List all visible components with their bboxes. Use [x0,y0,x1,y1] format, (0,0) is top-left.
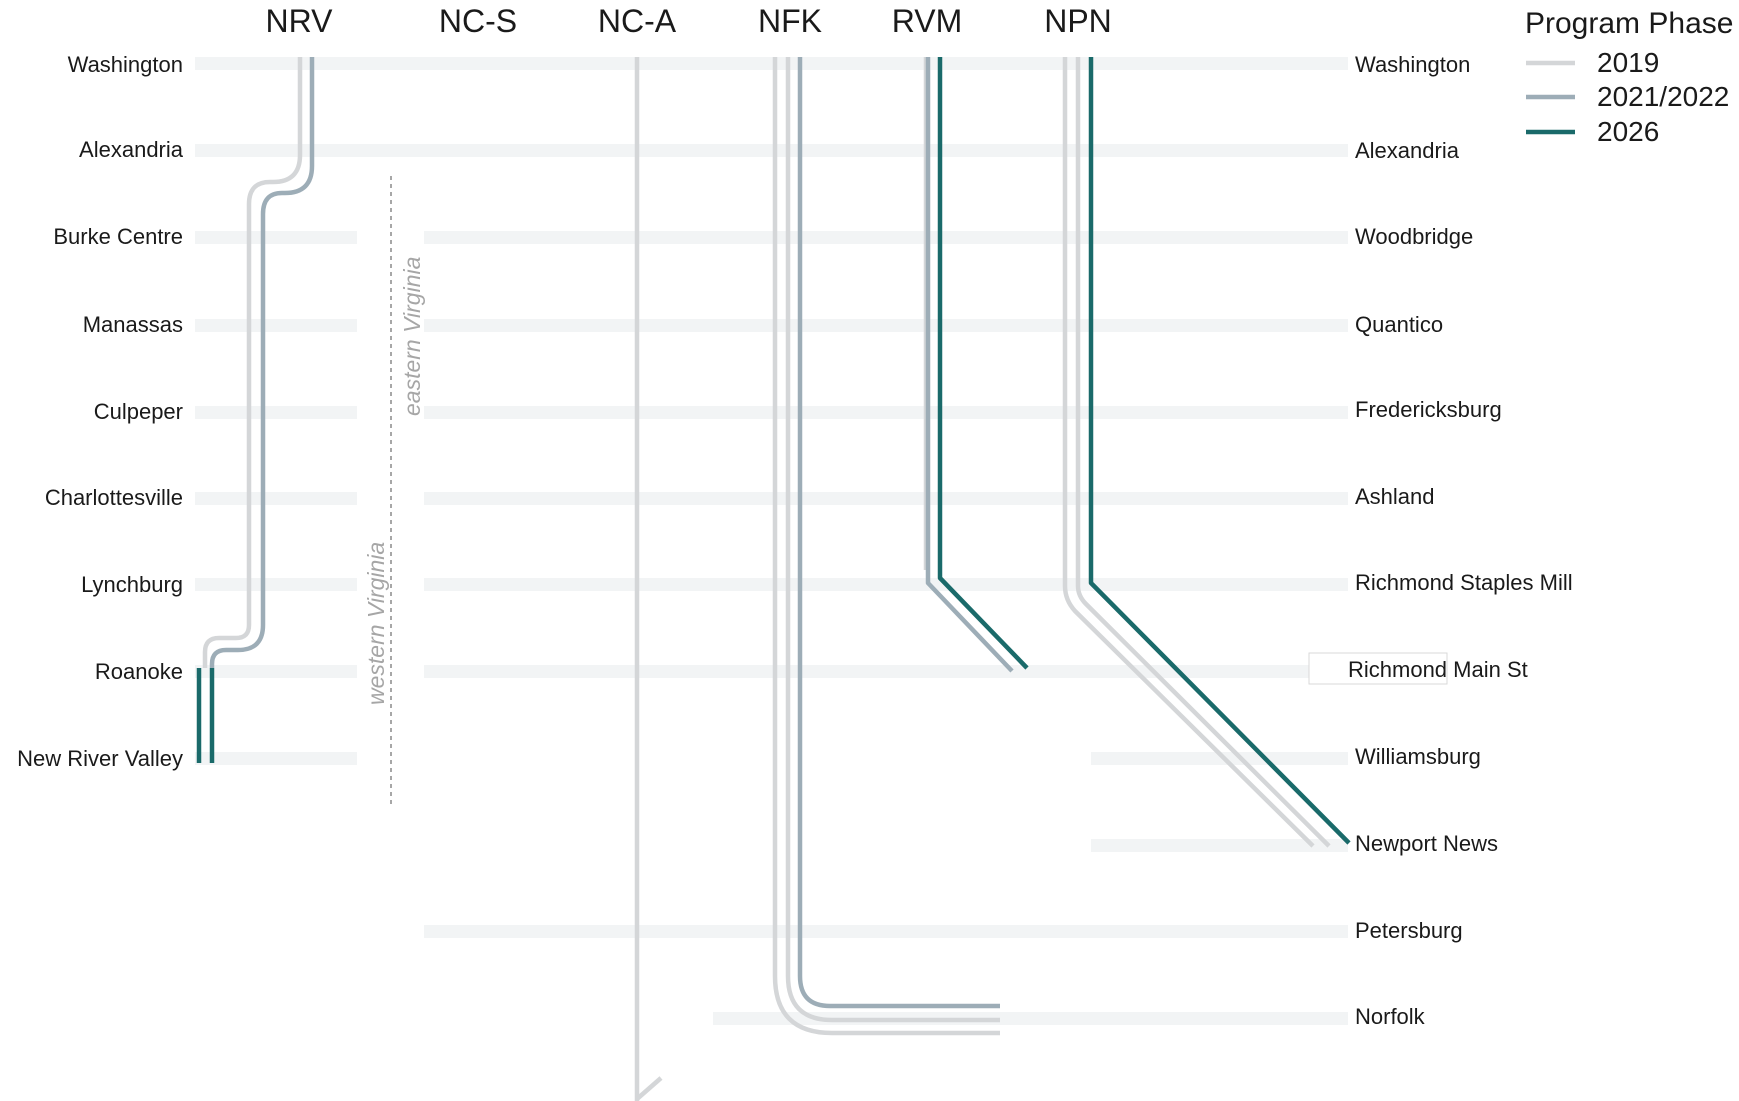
station-left-label: Charlottesville [45,485,183,510]
route-nfk-lines [772,57,1000,1036]
nca-tail-2019 [635,1076,663,1101]
band-charlottesville [195,492,357,505]
nfk-line-2021 [797,57,1000,1009]
route-rvm-lines [923,57,1029,673]
legend-label: 2019 [1597,47,1659,78]
legend-label: 2026 [1597,116,1659,147]
station-left-label: Manassas [83,312,183,337]
station-bands [195,57,1348,1025]
station-left-label: Culpeper [94,399,183,424]
station-labels-left: Washington Alexandria Burke Centre Manas… [17,52,184,771]
band-new-river-valley [195,752,357,765]
band-alexandria [195,144,1348,157]
rvm-line-2021 [925,57,1014,673]
legend: Program Phase 2019 2021/2022 2026 [1525,7,1733,147]
band-richmond-staples-mill [424,578,1348,591]
route-nca-lines [634,57,663,1101]
nrv-line-2021 [209,57,315,668]
station-right-label: Quantico [1355,312,1443,337]
band-culpeper [195,406,357,419]
route-label-ncs: NC-S [439,3,517,39]
route-label-nfk: NFK [758,3,822,39]
npn-line-2026 [1088,57,1351,845]
band-petersburg [424,925,1348,938]
band-fredericksburg [424,406,1348,419]
station-right-label: Washington [1355,52,1470,77]
band-manassas [195,319,357,332]
band-woodbridge [424,231,1348,244]
station-right-label: Fredericksburg [1355,397,1502,422]
station-right-label: Ashland [1355,484,1435,509]
station-labels-right: Washington Alexandria Woodbridge Quantic… [1348,52,1573,1029]
station-right-label: Newport News [1355,831,1498,856]
nfk-line-2019-outer [772,57,1000,1036]
band-newport-news [1091,839,1348,852]
station-right-label: Williamsburg [1355,744,1481,769]
station-right-label: Norfolk [1355,1004,1426,1029]
legend-title: Program Phase [1525,7,1733,40]
station-right-label: Richmond Staples Mill [1355,570,1573,595]
region-label-eastern: eastern Virginia [399,257,425,416]
nrv-line-2019 [202,57,303,668]
route-label-rvm: RVM [892,3,963,39]
station-left-label: Roanoke [95,659,183,684]
legend-label: 2021/2022 [1597,81,1729,112]
npn-line-2019-outer [1062,57,1315,848]
station-right-label: Woodbridge [1355,224,1473,249]
station-left-label: Washington [68,52,183,77]
route-labels: NRV NC-S NC-A NFK RVM NPN [266,3,1112,39]
region-label-western: western Virginia [363,542,389,705]
station-left-label: Burke Centre [53,224,183,249]
station-right-label: Petersburg [1355,918,1463,943]
route-label-nca: NC-A [598,3,677,39]
station-left-label: Alexandria [79,137,184,162]
route-nrv-lines [196,57,315,763]
station-left-label: Lynchburg [81,572,183,597]
npn-line-2019-inner [1075,57,1331,848]
station-right-label: Alexandria [1355,138,1460,163]
richmond-main-st-box [1308,652,1448,685]
route-label-nrv: NRV [266,3,334,39]
band-lynchburg [195,578,357,591]
band-roanoke [195,665,357,678]
band-williamsburg [1091,752,1348,765]
band-ashland [424,492,1348,505]
band-quantico [424,319,1348,332]
station-right-label: Richmond Main St [1348,657,1528,682]
band-burke-centre [195,231,357,244]
route-label-npn: NPN [1044,3,1112,39]
route-npn-lines [1062,57,1351,848]
rvm-line-2026 [937,57,1029,670]
station-left-label: New River Valley [17,746,183,771]
band-washington [195,57,1348,70]
nfk-line-2019-inner [785,57,1000,1023]
band-richmond-main-st [424,665,1348,678]
